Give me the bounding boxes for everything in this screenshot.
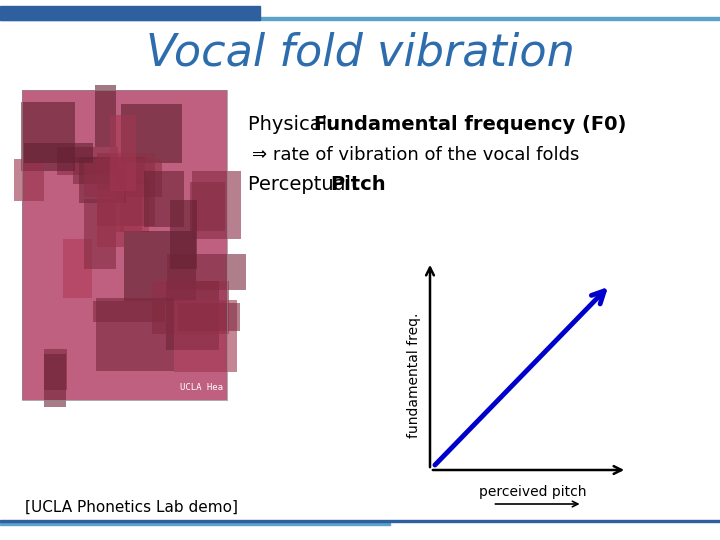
Bar	[0, 519, 720, 522]
Bar	[107, 287, 168, 363]
Text: ⇒ rate of vibration of the vocal folds: ⇒ rate of vibration of the vocal folds	[252, 146, 580, 164]
Bar	[0, 6, 260, 20]
Text: perceived pitch: perceived pitch	[479, 485, 586, 499]
Text: UCLA Hea: UCLA Hea	[180, 383, 223, 392]
Bar	[102, 348, 174, 379]
Text: fundamental freq.: fundamental freq.	[407, 312, 421, 438]
Bar	[120, 285, 174, 312]
Bar	[0, 17, 720, 20]
Bar	[96, 74, 120, 138]
Bar	[178, 162, 224, 185]
Bar	[0, 523, 390, 525]
Text: Fundamental frequency (F0): Fundamental frequency (F0)	[314, 116, 626, 134]
Bar	[122, 146, 188, 188]
Text: Pitch: Pitch	[330, 176, 386, 194]
Bar	[82, 224, 150, 303]
Bar	[14, 56, 66, 129]
Bar	[122, 287, 184, 357]
Bar	[159, 178, 192, 254]
Bar	[22, 90, 227, 400]
Text: Vocal fold vibration: Vocal fold vibration	[145, 31, 575, 75]
Bar	[78, 251, 150, 305]
Bar	[130, 347, 192, 400]
Text: [UCLA Phonetics Lab demo]: [UCLA Phonetics Lab demo]	[25, 500, 238, 515]
Bar	[12, 246, 49, 296]
Bar	[66, 324, 121, 374]
Bar	[158, 105, 222, 170]
Bar	[55, 85, 100, 122]
Bar	[40, 251, 66, 320]
Bar	[22, 90, 227, 400]
Bar	[168, 272, 190, 332]
Bar	[118, 107, 171, 181]
Text: Perceptual:: Perceptual:	[248, 176, 364, 194]
Bar	[0, 176, 50, 203]
Bar	[156, 114, 222, 144]
Bar	[171, 167, 238, 244]
Bar	[94, 102, 138, 143]
Bar	[99, 197, 156, 264]
Bar	[161, 103, 234, 128]
Text: Physical:: Physical:	[248, 116, 340, 134]
Bar	[65, 77, 86, 137]
Bar	[0, 265, 51, 296]
Bar	[156, 364, 208, 412]
Bar	[96, 84, 157, 156]
Bar	[107, 357, 174, 413]
